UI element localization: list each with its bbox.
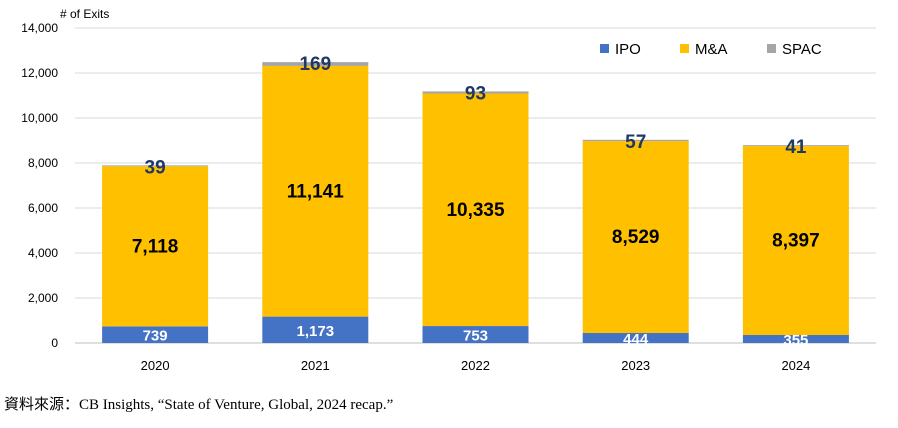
data-label: 8,529 bbox=[612, 227, 660, 248]
data-label: 444 bbox=[623, 331, 649, 348]
x-tick-label: 2020 bbox=[141, 358, 170, 373]
data-label: 8,397 bbox=[772, 231, 820, 252]
bar-segment-ipo bbox=[742, 335, 849, 343]
legend-label: IPO bbox=[615, 41, 641, 58]
y-tick-label: 8,000 bbox=[28, 156, 58, 170]
y-axis: 0 2,000 4,000 6,000 8,000 10,000 12,000 14,000 bbox=[21, 21, 58, 350]
bar-segment-m-a bbox=[262, 65, 369, 317]
source-note: 資料來源：CB Insights, “State of Venture, Glo… bbox=[4, 397, 394, 413]
bar-segment-ipo bbox=[582, 333, 689, 343]
bar-segment-ipo bbox=[262, 316, 369, 343]
bar-segment-spac bbox=[742, 145, 849, 147]
y-axis-title: # of Exits bbox=[60, 7, 109, 21]
data-label: 11,141 bbox=[287, 181, 344, 202]
y-tick-label: 12,000 bbox=[21, 66, 58, 80]
legend-label: M&A bbox=[695, 41, 728, 58]
x-tick-label: 2021 bbox=[301, 358, 330, 373]
bar-segment-m-a bbox=[102, 166, 209, 327]
y-tick-label: 2,000 bbox=[28, 291, 58, 305]
legend-swatch bbox=[600, 44, 609, 53]
bar-segment-spac bbox=[422, 91, 529, 94]
x-tick-label: 2023 bbox=[621, 358, 650, 373]
legend: IPO M&A SPAC bbox=[600, 41, 822, 58]
bar-segment-ipo bbox=[102, 326, 209, 343]
data-label: 39 bbox=[145, 157, 166, 178]
bar-segment-m-a bbox=[742, 146, 849, 336]
data-label: 169 bbox=[299, 54, 331, 75]
data-label: 355 bbox=[783, 332, 808, 349]
bar-segment-m-a bbox=[582, 141, 689, 334]
x-axis: 2020 2021 2022 2023 2024 bbox=[141, 358, 811, 373]
x-tick-label: 2024 bbox=[781, 358, 810, 373]
bar-segment-spac bbox=[582, 139, 689, 142]
data-label: 753 bbox=[463, 328, 488, 345]
data-label: 739 bbox=[143, 328, 168, 345]
legend-label: SPAC bbox=[782, 41, 822, 58]
x-tick-label: 2022 bbox=[461, 358, 490, 373]
data-label: 1,173 bbox=[297, 323, 335, 340]
data-label: 10,335 bbox=[446, 200, 505, 221]
bar-segment-ipo bbox=[422, 326, 529, 343]
data-label: 41 bbox=[785, 137, 807, 158]
y-tick-label: 6,000 bbox=[28, 201, 58, 215]
bars: 739 7,118 39 1,173 11,141 169 753 10,335 93 444 8,… bbox=[102, 54, 849, 349]
legend-swatch bbox=[767, 44, 776, 53]
stacked-bar-chart: 02,0004,0006,0008,00010,00012,00014,000 … bbox=[21, 7, 876, 373]
data-label: 57 bbox=[625, 132, 646, 153]
bar-segment-m-a bbox=[422, 93, 529, 327]
y-tick-label: 10,000 bbox=[21, 111, 58, 125]
y-tick-label: 0 bbox=[51, 336, 58, 350]
data-label: 93 bbox=[465, 83, 486, 104]
bar-segment-spac bbox=[102, 165, 209, 167]
legend-swatch bbox=[680, 44, 689, 53]
y-tick-label: 4,000 bbox=[28, 246, 58, 260]
data-label: 7,118 bbox=[132, 236, 179, 257]
y-tick-label: 14,000 bbox=[21, 21, 58, 35]
bar-segment-spac bbox=[262, 62, 369, 66]
